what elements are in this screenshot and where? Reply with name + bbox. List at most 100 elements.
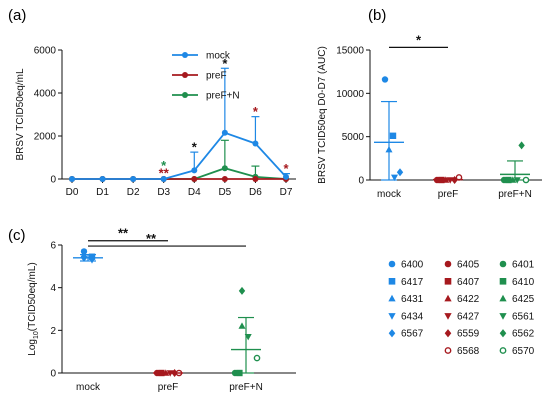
panel-a-point-mock xyxy=(99,176,106,182)
panel-b-point-6417 xyxy=(389,132,397,139)
panel-a-point-mock xyxy=(221,129,228,136)
panel-b-y-tick-label: 5000 xyxy=(342,132,365,143)
panel-c-significance-star: ** xyxy=(146,231,157,246)
panel-a-legend-label-preF+N: preF+N xyxy=(206,91,240,102)
panel-b-point-6570 xyxy=(522,176,530,184)
panel-c-point-6561 xyxy=(244,334,252,341)
panel-c-x-tick-label: mock xyxy=(76,382,101,393)
panel-c-y-axis-label-subscript: 10 xyxy=(33,331,40,339)
panel-c-point-6434 xyxy=(88,257,96,264)
panel-a-x-tick-label: D1 xyxy=(96,187,109,198)
animal-legend-label-6570: 6570 xyxy=(512,346,535,357)
animal-legend-marker-6422 xyxy=(444,294,452,302)
panel-c-point-6417 xyxy=(88,253,96,260)
panel-a-point-preF xyxy=(191,176,198,182)
animal-legend-label-6400: 6400 xyxy=(401,260,424,271)
panel-a-legend-marker-preF+N xyxy=(182,92,188,98)
panel-a-point-preF+N xyxy=(221,165,228,172)
panel-b-point-6562 xyxy=(518,141,525,150)
panel-c-letter: (c) xyxy=(8,227,26,244)
animal-legend-marker-6559 xyxy=(444,329,452,338)
panel-a-y-tick-label: 0 xyxy=(50,175,56,186)
panel-a-x-tick-label: D6 xyxy=(249,187,262,198)
panel-b-point-6425 xyxy=(509,176,517,183)
panel-a-y-axis-label: BRSV TCID50eq/mL xyxy=(15,68,26,161)
animal-legend-label-6434: 6434 xyxy=(401,311,424,322)
panel-b-scatter-chart: 0 5000 10000 15000 mock preF preF+N * BRSV TCID5… xyxy=(317,32,542,200)
panel-a-point-mock xyxy=(283,173,289,180)
panel-c-y-tick-label: 0 xyxy=(50,369,56,380)
animal-legend-label-6427: 6427 xyxy=(457,311,480,322)
panel-a-legend-marker-preF xyxy=(182,72,188,78)
animal-legend-marker-6410 xyxy=(499,278,507,285)
panel-a-significance-star: ** xyxy=(159,165,170,180)
panel-c-point-6570 xyxy=(253,354,261,362)
panel-c-y-tick-label: 4 xyxy=(50,283,56,294)
panel-c-point-6562 xyxy=(238,286,246,295)
panel-a-y-tick-label: 2000 xyxy=(34,132,57,143)
panel-b-point-6561 xyxy=(513,177,521,184)
panel-a-point-mock xyxy=(252,140,259,147)
panel-a-point-mock xyxy=(191,167,198,174)
animal-legend-marker-6407 xyxy=(444,278,452,285)
panel-a-y-tick-label: 4000 xyxy=(34,89,57,100)
panel-b-point-6434 xyxy=(390,174,399,182)
panel-a-significance-star: * xyxy=(192,140,198,155)
panel-a-line-chart: 0 2000 4000 6000 D0 D1 D2 D3 D4 D5 D6 D7 BRSV TCID50… xyxy=(15,46,296,198)
panel-b-x-tick-label: preF+N xyxy=(498,189,532,200)
panel-b-point-6431 xyxy=(385,145,393,153)
panel-a-legend-label-mock: mock xyxy=(206,51,231,62)
panel-a-x-tick-label: D3 xyxy=(157,187,170,198)
panel-c-x-tick-label: preF xyxy=(158,382,179,393)
animal-legend-label-6417: 6417 xyxy=(401,277,424,288)
panel-a-x-tick-label: D5 xyxy=(218,187,231,198)
animal-legend-label-6567: 6567 xyxy=(401,329,424,340)
panel-a-x-tick-label: D0 xyxy=(66,187,79,198)
panel-b-y-tick-label: 0 xyxy=(358,176,364,187)
animal-legend-marker-6401 xyxy=(499,260,507,268)
panel-a-y-tick-label: 6000 xyxy=(34,46,57,57)
animal-legend-label-6431: 6431 xyxy=(401,294,424,305)
animal-legend-marker-6562 xyxy=(499,329,507,338)
animal-legend-marker-6405 xyxy=(444,260,452,268)
panel-c-y-tick-label: 2 xyxy=(50,326,56,337)
animal-legend-marker-6434 xyxy=(388,313,396,320)
animal-legend-marker-6568 xyxy=(444,347,452,354)
panel-a-point-preF xyxy=(221,176,228,182)
panel-c-point-6410 xyxy=(236,369,243,377)
panel-b-x-tick-label: preF xyxy=(438,189,459,200)
animal-legend-marker-6427 xyxy=(444,313,452,320)
panel-b-point-6567 xyxy=(396,168,404,177)
panel-a-significance-star: * xyxy=(161,158,167,173)
animal-legend-marker-6400 xyxy=(388,260,396,268)
panel-a-x-tick-label: D7 xyxy=(280,187,293,198)
animal-legend-marker-6567 xyxy=(388,329,396,338)
panel-b-x-tick-label: mock xyxy=(377,189,402,200)
animal-legend-label-6422: 6422 xyxy=(457,294,480,305)
animal-legend-marker-6417 xyxy=(388,278,396,285)
panel-b-y-tick-label: 15000 xyxy=(336,46,364,57)
panel-c-y-tick-label: 6 xyxy=(50,241,56,252)
panel-a-x-tick-label: D2 xyxy=(127,187,140,198)
panel-a-point-preF xyxy=(252,176,259,182)
animal-legend-label-6559: 6559 xyxy=(457,329,480,340)
panel-c-x-tick-label: preF+N xyxy=(229,382,263,393)
panel-b-y-axis-label: BRSV TCID50eq D0-D7 (AUC) xyxy=(317,46,328,184)
animal-legend-label-6561: 6561 xyxy=(512,311,535,322)
animal-legend-label-6405: 6405 xyxy=(457,260,480,271)
panel-c-scatter-chart: 0 2 4 6 mock preF preF+N ** ** Log10(TCID50eq/mL) xyxy=(27,226,296,393)
panel-a-series-line-mock xyxy=(72,131,287,180)
panel-b-y-tick-label: 10000 xyxy=(336,89,364,100)
panel-a-significance-star: * xyxy=(222,56,228,71)
panel-b-letter: (b) xyxy=(368,7,386,24)
animal-legend-label-6425: 6425 xyxy=(512,294,535,305)
panel-c-y-axis-label-suffix: (TCID50eq/mL) xyxy=(27,262,38,331)
panel-c-y-axis-label: Log10(TCID50eq/mL) xyxy=(27,262,40,355)
animal-legend-marker-6570 xyxy=(499,347,507,354)
panel-c-point-6425 xyxy=(238,322,246,329)
panel-b-point-6400 xyxy=(381,76,389,83)
animal-legend-marker-6431 xyxy=(388,294,396,302)
panel-a-legend-marker-mock xyxy=(182,52,188,58)
panel-a-point-mock xyxy=(69,176,75,182)
